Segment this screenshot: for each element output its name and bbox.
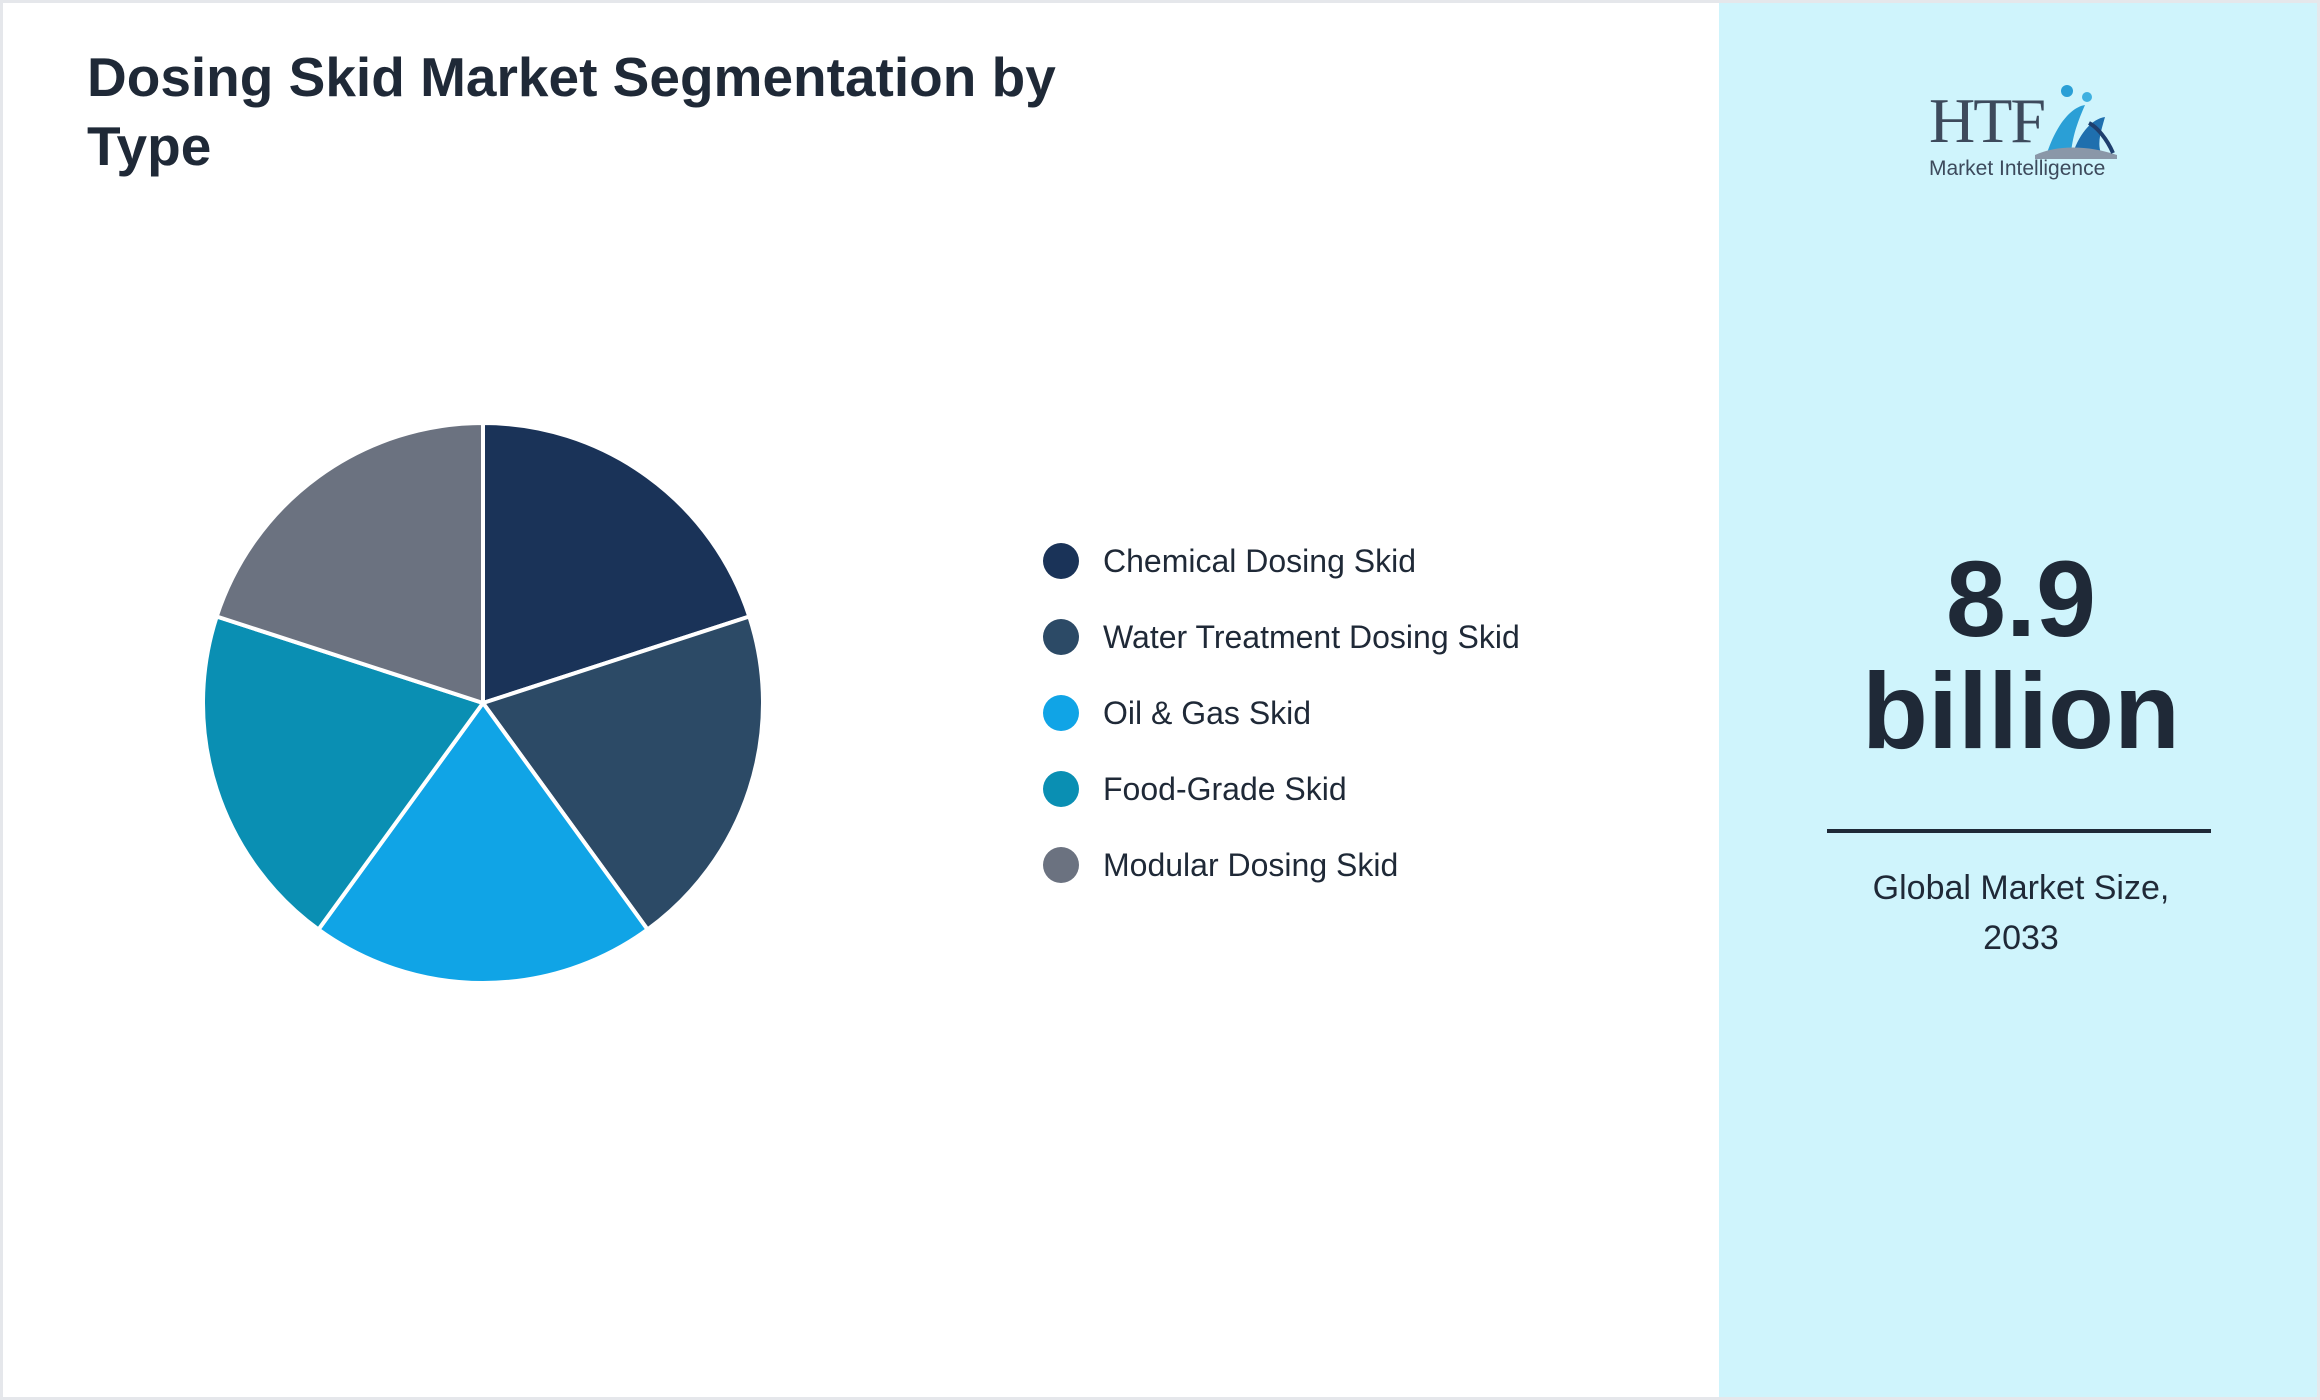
pie-slice-modular-dosing-skid: [214, 421, 485, 705]
htf-logo: HTF Market Intelligence: [1919, 75, 2119, 195]
caption-line-2: 2033: [1983, 919, 2059, 957]
pie-slice-food-grade-skid: [201, 614, 485, 932]
chart-title: Dosing Skid Market Segmentation by Type: [87, 46, 1056, 177]
legend-swatch: [1043, 847, 1079, 883]
legend-item: Water Treatment Dosing Skid: [1043, 599, 1643, 675]
legend-label: Chemical Dosing Skid: [1103, 542, 1417, 579]
legend-item: Modular Dosing Skid: [1043, 827, 1643, 903]
legend-label: Food-Grade Skid: [1103, 770, 1347, 807]
logo-subtitle: Market Intelligence: [1929, 157, 2106, 180]
legend-item: Chemical Dosing Skid: [1043, 523, 1643, 599]
legend-label: Modular Dosing Skid: [1103, 846, 1399, 883]
market-size-caption: Global Market Size, 2033: [1719, 863, 2317, 963]
pie-slice-oil-gas-skid: [316, 701, 650, 985]
legend-swatch: [1043, 619, 1079, 655]
pie-slice-water-treatment-dosing-skid: [481, 614, 765, 932]
pie-slice-chemical-dosing-skid: [481, 421, 752, 705]
legend-swatch: [1043, 771, 1079, 807]
legend-item: Food-Grade Skid: [1043, 751, 1643, 827]
legend-swatch: [1043, 695, 1079, 731]
market-size-number: 8.9: [1945, 538, 2097, 659]
logo-wordmark: HTF: [1929, 85, 2046, 156]
legend-swatch: [1043, 543, 1079, 579]
logo-figures-icon: [2035, 85, 2117, 159]
market-size-value: 8.9 billion: [1719, 538, 2317, 771]
legend-label: Oil & Gas Skid: [1103, 694, 1312, 731]
divider: [1827, 829, 2211, 833]
chart-panel: Dosing Skid Market Segmentation by Type …: [3, 3, 1719, 1397]
caption-line-1: Global Market Size,: [1872, 869, 2170, 907]
pie-chart: [201, 421, 765, 985]
legend-label: Water Treatment Dosing Skid: [1103, 618, 1520, 655]
market-size-panel: HTF Market Intelligence 8.9 billion Glob…: [1719, 3, 2317, 1397]
legend-item: Oil & Gas Skid: [1043, 675, 1643, 751]
market-size-unit: billion: [1862, 650, 2180, 771]
chart-legend: Chemical Dosing Skid Water Treatment Dosi…: [1043, 523, 1643, 903]
